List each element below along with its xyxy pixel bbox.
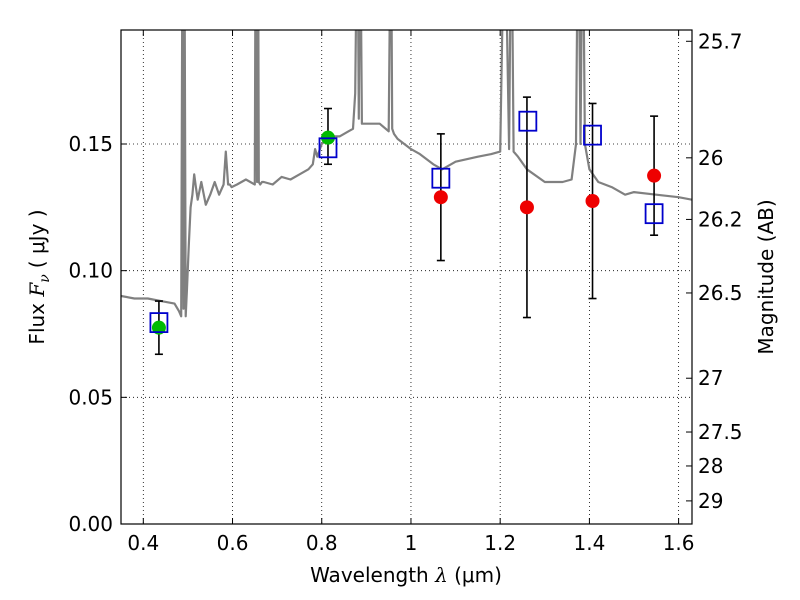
magnitude-axis: 25.7 26 26.2 26.5 27 27.5 28 29 [686, 29, 743, 513]
y-tick-label: 0.05 [68, 385, 113, 409]
model-point [431, 167, 451, 189]
data-point [433, 190, 448, 205]
magnitude-tick-label: 27 [698, 366, 723, 390]
model-point [583, 124, 602, 146]
y-axis: 0.00 0.05 0.10 0.15 [68, 132, 127, 536]
model-point [149, 312, 169, 334]
data-point [151, 320, 166, 335]
magnitude-tick-label: 25.7 [698, 29, 743, 53]
x-tick-label: 0.8 [306, 531, 338, 555]
y-tick-label: 0.15 [68, 132, 113, 156]
x-tick-label: 1.6 [663, 531, 695, 555]
plot-area [121, 30, 692, 524]
x-tick-label: 0.4 [127, 531, 159, 555]
data-point [647, 168, 662, 183]
plot-frame [120, 29, 693, 525]
magnitude-tick-label: 28 [698, 454, 723, 478]
x-tick-label: 1.4 [573, 531, 605, 555]
x-axis-title: Wavelength λ (μm) [310, 563, 502, 587]
data-point [585, 194, 600, 208]
x-tick-label: 1 [405, 531, 418, 555]
model-point [644, 203, 664, 225]
y-axis-title: Flux Fν( μJy ) [25, 209, 53, 344]
y-tick-label: 0.10 [68, 259, 113, 283]
magnitude-tick-label: 27.5 [698, 420, 743, 444]
magnitude-axis-title: Magnitude (AB) [754, 199, 778, 354]
magnitude-tick-label: 26.2 [698, 207, 743, 231]
spectrum-line [121, 30, 692, 318]
model-point [518, 110, 538, 132]
magnitude-tick-label: 26.5 [698, 281, 743, 305]
spectrum-layer [121, 30, 692, 318]
model-point [318, 137, 338, 159]
marker-layer [149, 110, 664, 335]
magnitude-tick-label: 29 [698, 489, 723, 513]
y-tick-label: 0.00 [68, 512, 113, 536]
x-tick-label: 1.2 [484, 531, 516, 555]
x-tick-label: 0.6 [217, 531, 249, 555]
magnitude-tick-label: 26 [698, 146, 723, 170]
data-point [519, 200, 534, 215]
x-axis: 0.4 0.6 0.8 1 1.2 1.4 1.6 [127, 30, 695, 555]
